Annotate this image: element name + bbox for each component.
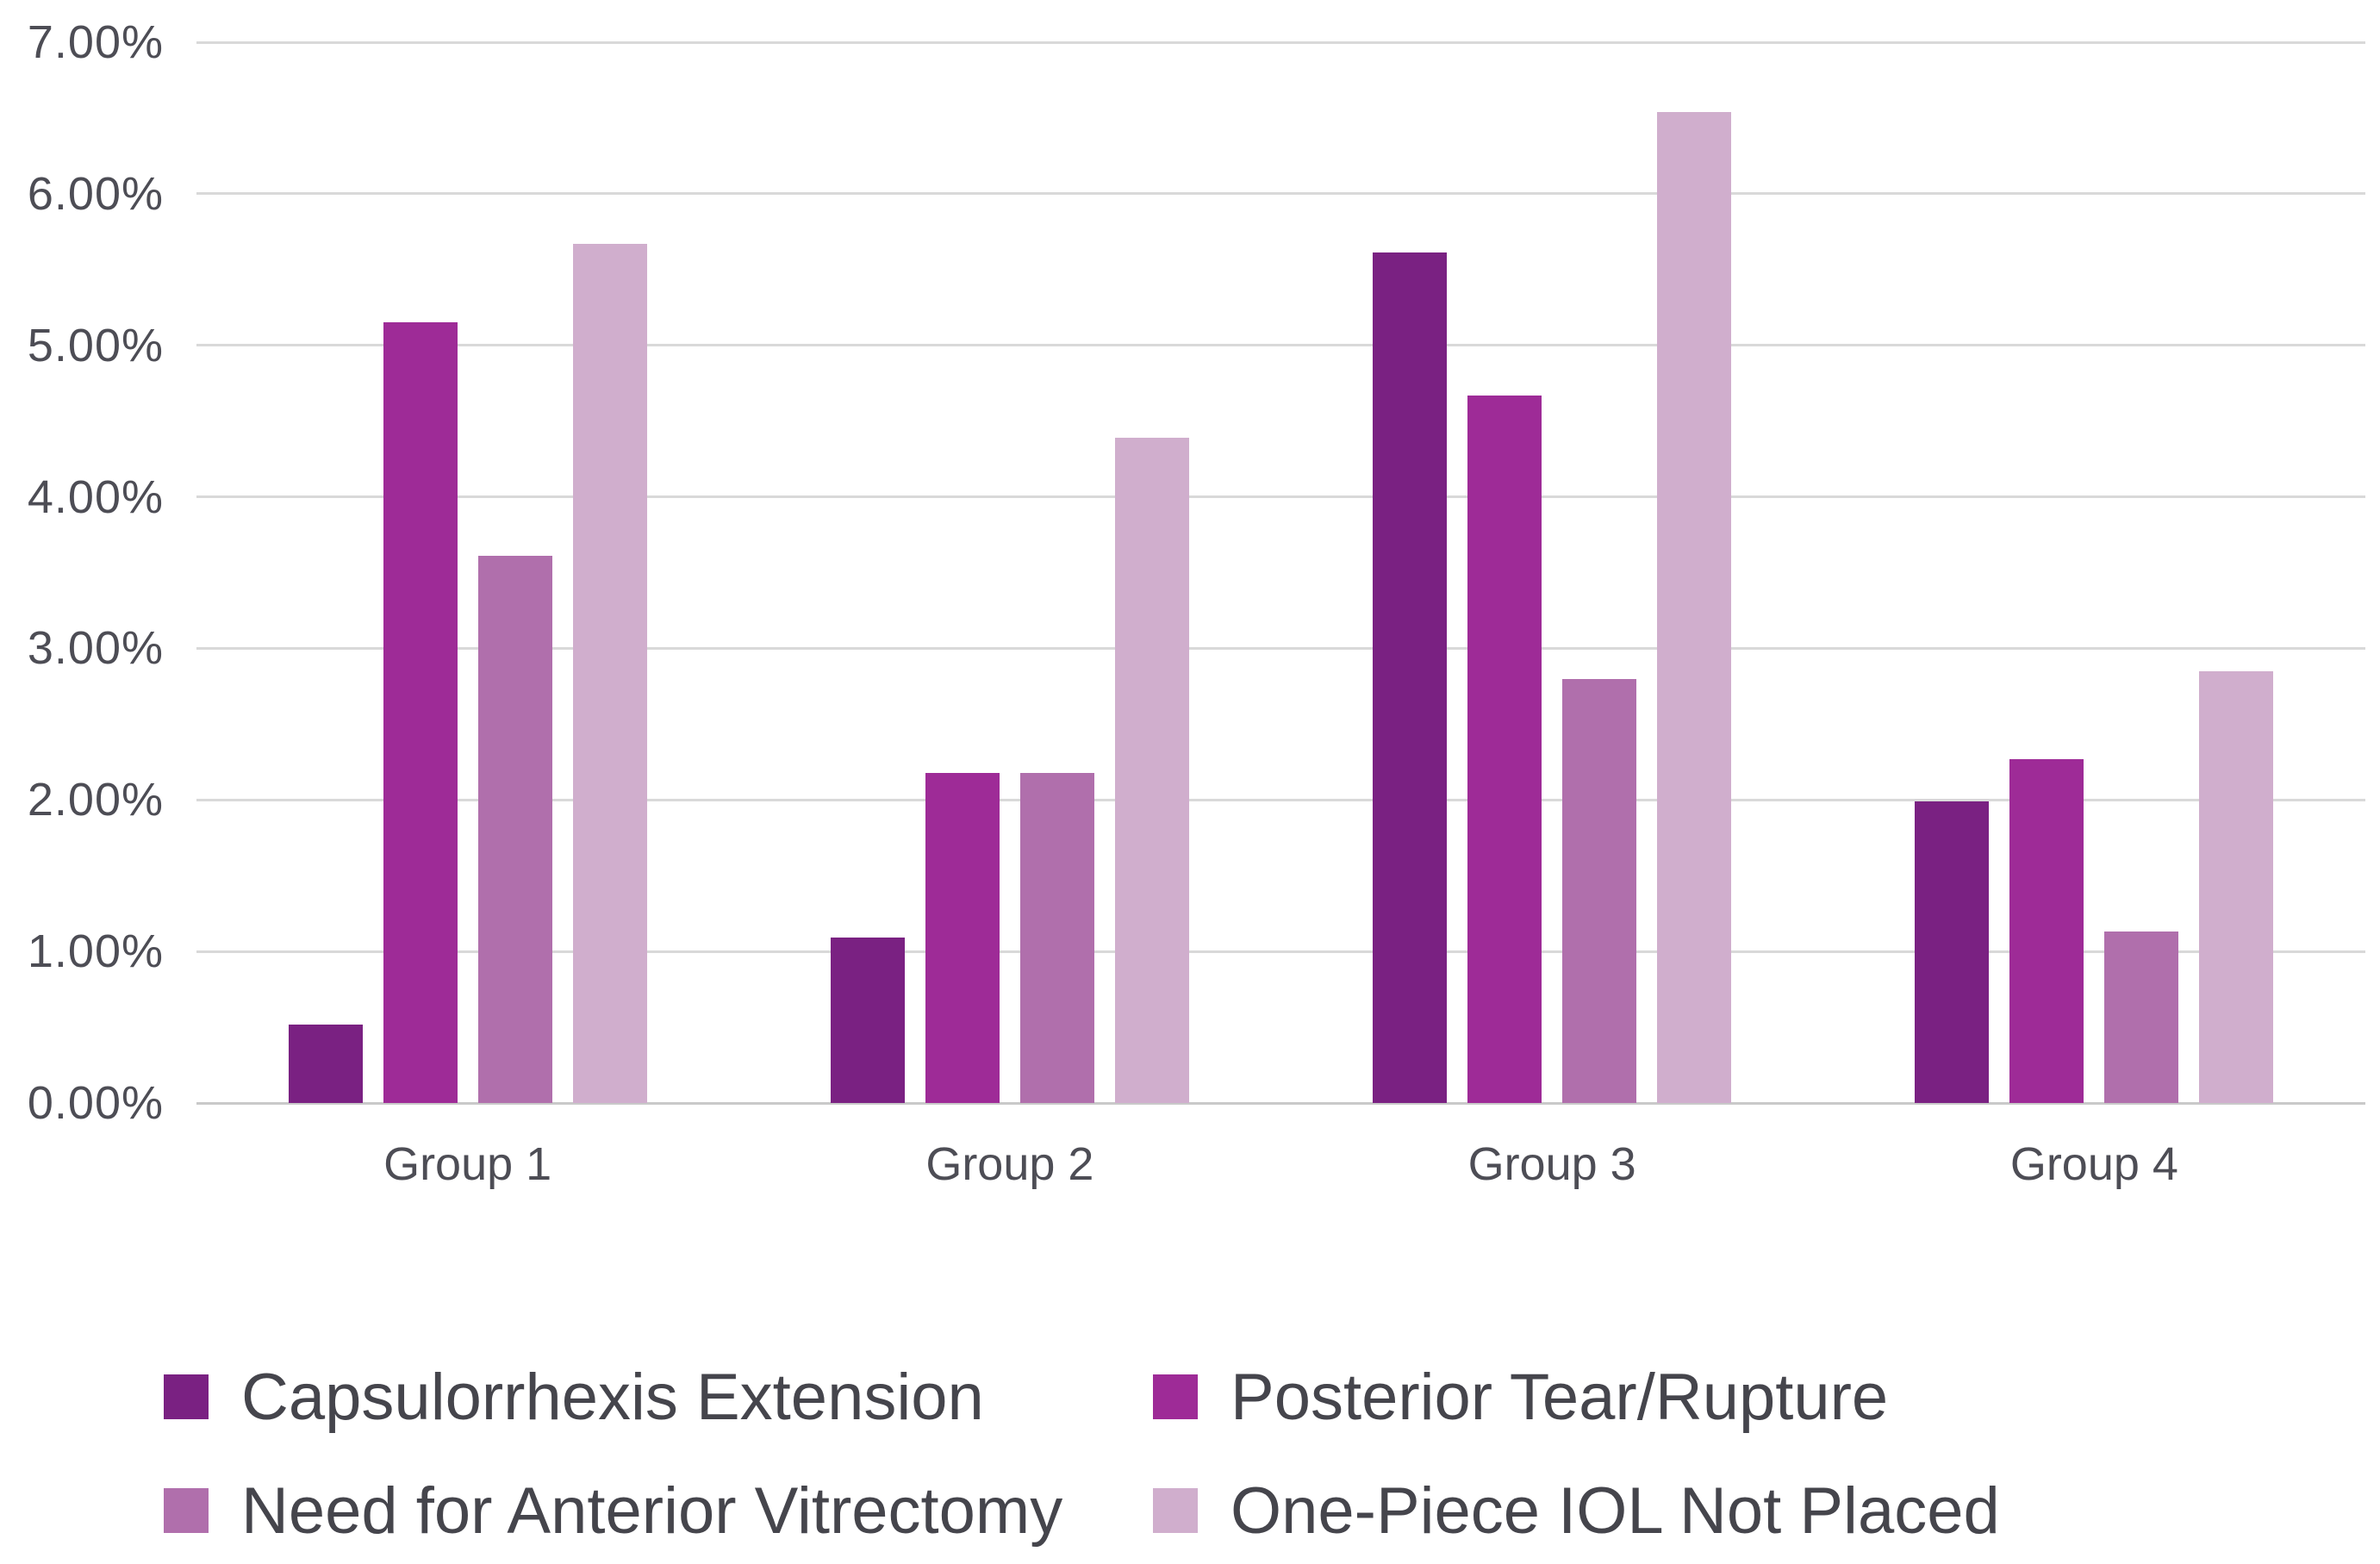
- gridline: [196, 192, 2365, 196]
- y-axis-tick-label: 4.00%: [27, 470, 164, 523]
- y-axis-tick-label: 3.00%: [27, 622, 164, 675]
- gridline: [196, 950, 2365, 953]
- legend-item: Capsulorrhexis Extension: [164, 1349, 984, 1444]
- legend-swatch: [1153, 1374, 1198, 1419]
- bar: [2104, 932, 2179, 1103]
- bar: [477, 556, 552, 1103]
- legend-label: Need for Anterior Vitrectomy: [241, 1474, 1063, 1548]
- bar: [1467, 395, 1542, 1103]
- gridline: [196, 798, 2365, 801]
- plot-area: [196, 41, 2365, 1105]
- bar-group: [196, 42, 738, 1103]
- legend-label: One-Piece IOL Not Placed: [1230, 1474, 2000, 1548]
- bar: [1657, 111, 1732, 1103]
- bar: [383, 322, 458, 1103]
- bar: [1373, 252, 1448, 1103]
- y-axis-tick-label: 0.00%: [27, 1077, 164, 1129]
- legend-item: Posterior Tear/Rupture: [1153, 1349, 1888, 1444]
- y-axis-tick-label: 1.00%: [27, 925, 164, 978]
- y-axis-tick-label: 7.00%: [27, 16, 164, 68]
- legend-label: Posterior Tear/Rupture: [1230, 1360, 1889, 1434]
- y-axis-tick-label: 5.00%: [27, 319, 164, 371]
- gridline: [196, 344, 2365, 347]
- bar: [2009, 758, 2084, 1103]
- gridline: [196, 41, 2365, 44]
- gridline: [196, 646, 2365, 650]
- x-axis-label: Group 4: [2009, 1138, 2178, 1190]
- gridline: [196, 1101, 2365, 1105]
- bar: [1562, 678, 1637, 1103]
- legend-swatch: [1153, 1488, 1198, 1533]
- bar: [925, 772, 1000, 1103]
- legend-swatch: [164, 1488, 209, 1533]
- bar: [572, 243, 647, 1103]
- y-axis-tick-label: 6.00%: [27, 167, 164, 220]
- bar-group: [738, 42, 1280, 1103]
- gridline: [196, 495, 2365, 499]
- bar: [830, 938, 905, 1103]
- bar: [288, 1024, 363, 1103]
- legend-item: One-Piece IOL Not Placed: [1153, 1463, 2000, 1558]
- y-axis-tick-label: 2.00%: [27, 774, 164, 826]
- legend-label: Capsulorrhexis Extension: [241, 1360, 984, 1434]
- bar-group: [1281, 42, 1823, 1103]
- bar: [1114, 438, 1189, 1103]
- legend-swatch: [164, 1374, 209, 1419]
- bar: [1019, 772, 1094, 1103]
- x-axis-label: Group 2: [925, 1138, 1094, 1190]
- bar: [1915, 801, 1990, 1103]
- bar-group: [1823, 42, 2365, 1103]
- x-axis-label: Group 1: [383, 1138, 552, 1190]
- x-axis-label: Group 3: [1467, 1138, 1636, 1190]
- bar: [2199, 670, 2274, 1103]
- legend-item: Need for Anterior Vitrectomy: [164, 1463, 1062, 1558]
